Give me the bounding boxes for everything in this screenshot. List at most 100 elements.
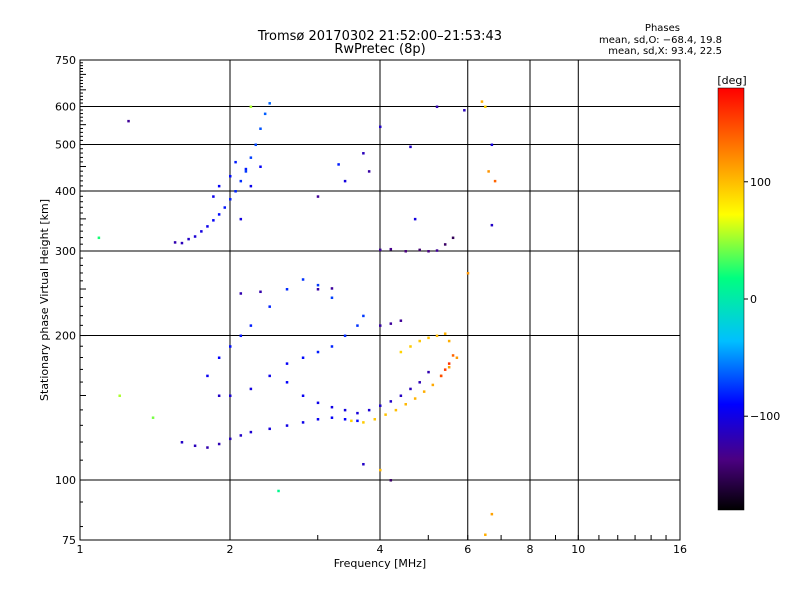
data-point: [389, 322, 393, 325]
data-point: [234, 160, 237, 164]
y-tick-label: 600: [55, 101, 76, 114]
data-point: [173, 241, 177, 244]
data-point: [263, 112, 267, 116]
data-point: [362, 462, 365, 466]
data-point: [455, 356, 459, 359]
data-point: [200, 230, 203, 233]
data-point: [389, 400, 393, 403]
chart-title: Tromsø 20170302 21:52:00–21:53:43: [257, 29, 502, 44]
data-point: [239, 179, 243, 183]
data-point: [490, 512, 494, 516]
data-point: [337, 163, 340, 166]
data-point: [239, 292, 243, 295]
data-point: [413, 397, 417, 400]
data-point: [277, 489, 280, 493]
data-point: [301, 356, 305, 359]
data-point: [234, 190, 237, 193]
data-point: [239, 334, 243, 338]
data-point: [285, 362, 289, 365]
data-point: [466, 271, 470, 275]
data-point: [443, 243, 447, 246]
data-point: [379, 404, 382, 407]
x-tick-label: 16: [673, 543, 687, 556]
data-point: [356, 419, 359, 423]
data-point: [330, 345, 334, 348]
data-point: [427, 336, 430, 340]
data-point: [379, 125, 382, 129]
data-point: [487, 170, 490, 173]
y-tick-label: 750: [55, 54, 76, 67]
data-point: [206, 225, 209, 228]
y-tick-label: 300: [55, 245, 76, 258]
y-tick-label: 200: [55, 330, 76, 343]
data-point: [399, 350, 403, 354]
data-point: [443, 368, 447, 371]
data-point: [413, 217, 417, 221]
data-point: [490, 223, 494, 227]
data-point: [206, 446, 209, 449]
data-point: [212, 195, 215, 198]
data-point: [268, 305, 271, 308]
data-point: [301, 421, 305, 424]
y-tick-label: 100: [55, 474, 76, 487]
data-point: [206, 374, 209, 378]
data-point: [249, 105, 253, 109]
x-tick-label: 8: [527, 543, 534, 556]
colorbar: [717, 87, 745, 511]
data-point: [316, 418, 320, 421]
data-point: [362, 314, 365, 318]
data-point: [229, 345, 232, 348]
data-point: [409, 145, 412, 149]
data-point: [435, 249, 439, 252]
data-point: [356, 324, 359, 327]
data-point: [212, 219, 215, 222]
chart-subtitle: RwPretec (8p): [334, 42, 425, 57]
phases-title: Phases: [645, 23, 680, 34]
data-point: [435, 105, 439, 109]
data-point: [389, 479, 393, 482]
data-point: [229, 437, 232, 441]
data-point: [330, 416, 334, 419]
data-point: [367, 408, 371, 412]
x-tick-label: 6: [464, 543, 471, 556]
colorbar-tick-label: 0: [750, 293, 757, 306]
data-point: [285, 288, 289, 291]
data-point: [379, 468, 382, 472]
data-point: [301, 278, 305, 281]
data-point: [229, 174, 232, 178]
y-tick-label: 500: [55, 139, 76, 152]
x-tick-label: 1: [77, 543, 84, 556]
data-point: [259, 127, 262, 130]
data-point: [389, 247, 393, 251]
data-point: [259, 290, 262, 294]
data-point: [404, 403, 407, 406]
data-point: [217, 442, 221, 446]
data-point: [249, 430, 253, 434]
x-tick-label: 10: [571, 543, 585, 556]
data-point: [180, 241, 184, 245]
data-point: [229, 394, 232, 398]
data-points: [97, 100, 497, 537]
data-point: [362, 152, 365, 155]
data-point: [379, 324, 382, 327]
data-point: [431, 383, 435, 387]
data-point: [268, 374, 271, 378]
data-point: [316, 401, 320, 405]
data-point: [151, 416, 155, 419]
data-point: [384, 413, 387, 416]
data-point: [427, 370, 430, 374]
colorbar-tick-label: 100: [750, 176, 771, 189]
data-point: [193, 444, 197, 448]
y-tick-label: 400: [55, 185, 76, 198]
data-point: [427, 250, 430, 253]
data-point: [285, 424, 289, 427]
data-point: [259, 165, 262, 168]
x-axis-label: Frequency [MHz]: [334, 557, 426, 570]
data-point: [394, 408, 398, 412]
data-point: [493, 179, 497, 183]
data-point: [217, 213, 221, 216]
x-tick-label: 2: [227, 543, 234, 556]
data-point: [316, 350, 320, 354]
data-point: [480, 100, 484, 103]
data-point: [443, 332, 447, 335]
